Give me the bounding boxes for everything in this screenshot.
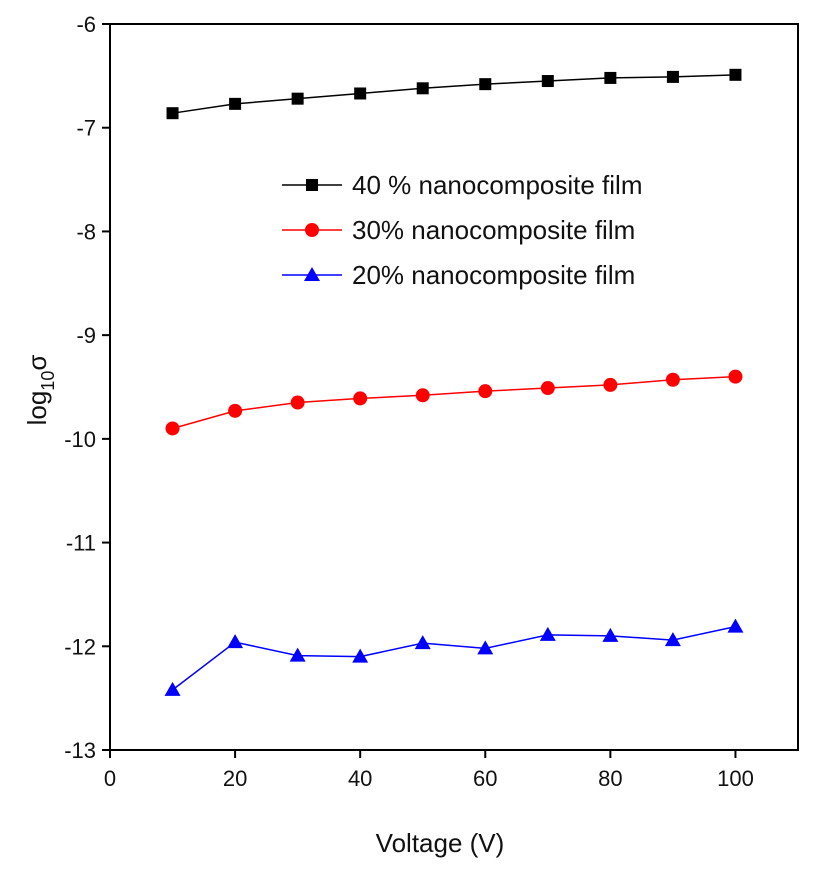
marker bbox=[478, 384, 493, 399]
marker bbox=[477, 640, 494, 655]
y-tick-label: -13 bbox=[64, 738, 96, 763]
legend-marker bbox=[305, 223, 319, 237]
marker bbox=[291, 92, 304, 105]
marker bbox=[665, 372, 680, 387]
y-label-symbol: σ bbox=[22, 355, 52, 371]
marker bbox=[165, 421, 180, 436]
y-tick-label: -11 bbox=[66, 531, 96, 556]
x-tick-label: 80 bbox=[598, 766, 622, 791]
y-tick-label: -8 bbox=[76, 219, 96, 244]
marker bbox=[227, 634, 244, 649]
series-line bbox=[172, 375, 736, 430]
series-line bbox=[172, 74, 736, 114]
y-label-sub: 10 bbox=[38, 371, 58, 391]
marker bbox=[228, 403, 243, 418]
y-axis-label: log10σ bbox=[22, 355, 58, 426]
marker bbox=[729, 68, 742, 81]
marker bbox=[728, 369, 743, 384]
marker bbox=[666, 70, 679, 83]
y-tick-label: -12 bbox=[64, 634, 96, 659]
y-tick-label: -7 bbox=[76, 116, 96, 141]
legend-marker bbox=[304, 267, 320, 281]
marker bbox=[353, 391, 368, 406]
marker bbox=[604, 71, 617, 84]
marker bbox=[727, 618, 744, 633]
marker bbox=[603, 377, 618, 392]
marker bbox=[354, 87, 367, 100]
y-tick-label: -6 bbox=[76, 12, 96, 37]
legend-marker bbox=[306, 179, 318, 191]
x-tick-label: 60 bbox=[473, 766, 497, 791]
marker bbox=[541, 75, 554, 88]
legend-label: 20% nanocomposite film bbox=[352, 260, 635, 290]
marker bbox=[164, 681, 181, 696]
marker bbox=[479, 78, 492, 91]
x-tick-label: 20 bbox=[223, 766, 247, 791]
marker bbox=[290, 395, 305, 410]
marker bbox=[166, 107, 179, 120]
marker bbox=[602, 627, 619, 642]
y-tick-label: -9 bbox=[76, 323, 96, 348]
marker bbox=[539, 626, 556, 641]
marker bbox=[415, 388, 430, 403]
marker bbox=[289, 647, 306, 662]
x-tick-label: 0 bbox=[104, 766, 116, 791]
x-axis-label: Voltage (V) bbox=[376, 828, 505, 858]
x-tick-label: 100 bbox=[717, 766, 754, 791]
marker bbox=[416, 82, 429, 95]
plot-frame bbox=[109, 23, 799, 751]
series-line bbox=[172, 625, 736, 691]
marker bbox=[229, 97, 242, 110]
legend-label: 30% nanocomposite film bbox=[352, 215, 635, 245]
marker bbox=[540, 381, 555, 396]
y-label-base: log bbox=[22, 391, 52, 426]
marker bbox=[664, 632, 681, 647]
y-tick-label: -10 bbox=[64, 427, 96, 452]
marker bbox=[352, 648, 369, 663]
legend-label: 40 % nanocomposite film bbox=[352, 170, 642, 200]
marker bbox=[414, 635, 431, 650]
x-tick-label: 40 bbox=[348, 766, 372, 791]
